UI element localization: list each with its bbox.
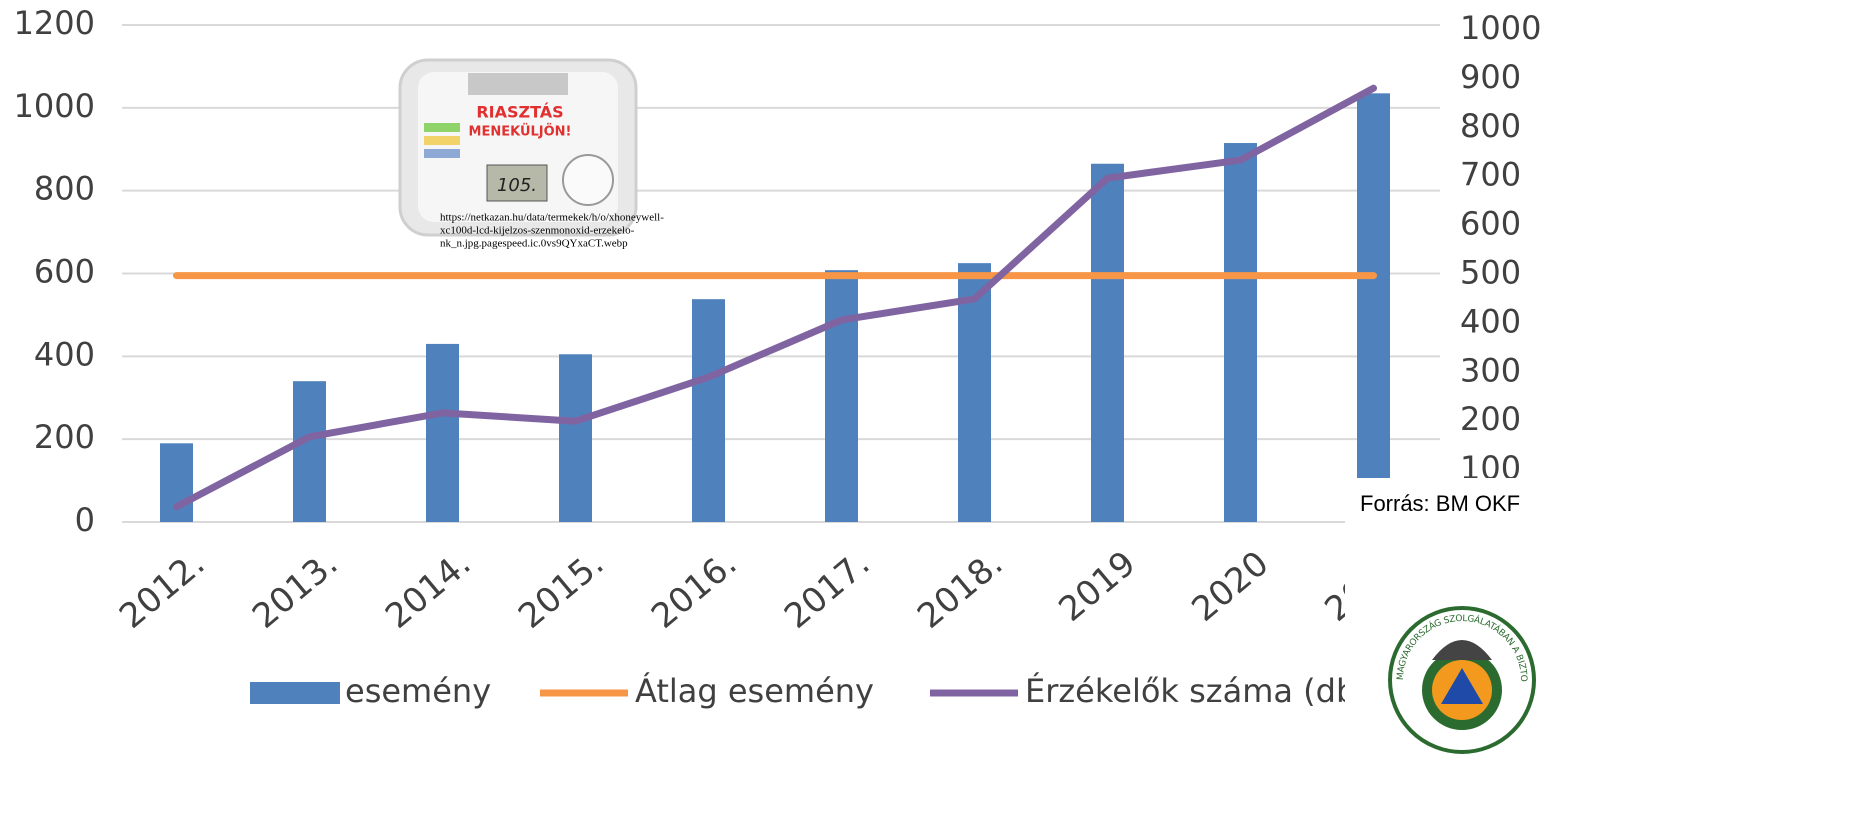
y-tick-label: 600 (34, 253, 95, 291)
bar (692, 299, 725, 522)
y2-tick-label: 400 (1460, 302, 1521, 340)
image-url: nk_n.jpg.pagespeed.ic.0vs9QYxaCT.webp (440, 238, 628, 250)
y2-tick-label: 1000 (1460, 9, 1541, 47)
y-tick-label: 1000 (14, 87, 95, 125)
detector-image: RIASZTÁS MENEKÜLJÖN! 105. https://netkazan.… (400, 60, 664, 250)
bar (293, 381, 326, 522)
x-tick-label: 2018. (910, 544, 1010, 637)
y2-tick-label: 800 (1460, 107, 1521, 145)
x-tick-label: 2020 (1184, 544, 1276, 630)
y2-tick-label: 300 (1460, 351, 1521, 389)
x-tick-label: 2017. (777, 544, 877, 637)
x-tick-label: 2019 (1051, 544, 1143, 630)
logo-text-path: MAGYARORSZÁG SZOLGÁLATÁBAN A BIZTONSÁGÉR… (0, 0, 1529, 682)
y-tick-label: 1200 (14, 4, 95, 42)
detector-button (563, 155, 613, 205)
x-tick-label: 2014. (378, 544, 478, 637)
chart: 0200400600800100012001002003004005006007… (0, 0, 1855, 838)
y2-tick-label: 200 (1460, 400, 1521, 438)
source-note: Forrás: BM OKF (1360, 491, 1520, 516)
logo-text: MAGYARORSZÁG SZOLGÁLATÁBAN A BIZTONSÁGÉR… (0, 0, 1529, 682)
y2-tick-label: 500 (1460, 254, 1521, 292)
y-tick-label: 800 (34, 170, 95, 208)
logo: MAGYARORSZÁG SZOLGÁLATÁBAN A BIZTONSÁGÉR… (0, 0, 1534, 752)
x-tick-label: 2012. (112, 544, 212, 637)
detector-indicator (424, 123, 460, 132)
bar (1357, 93, 1390, 522)
y2-tick-label: 900 (1460, 58, 1521, 96)
y2-tick-label: 700 (1460, 156, 1521, 194)
y-tick-label: 200 (34, 418, 95, 456)
bar (559, 354, 592, 522)
detector-display: 105. (497, 175, 537, 196)
image-url: xc100d-lcd-kijelzos-szenmonoxid-erzekelo… (440, 225, 635, 237)
detector-alarm: RIASZTÁS (476, 103, 563, 122)
image-url: https://netkazan.hu/data/termekek/h/o/xh… (440, 212, 664, 224)
y-tick-label: 400 (34, 335, 95, 373)
legend-label: Érzékelők száma (db) (1025, 672, 1369, 710)
bar (1091, 164, 1124, 522)
x-tick-label: 2015. (511, 544, 611, 637)
bar (825, 270, 858, 522)
bar (1224, 143, 1257, 522)
x-tick-label: 2013. (245, 544, 345, 637)
x-tick-label: 2016. (644, 544, 744, 637)
line-series (177, 88, 1374, 507)
detector-indicator (424, 136, 460, 145)
detector-label (468, 73, 568, 95)
detector-evacuate: MENEKÜLJÖN! (469, 124, 572, 140)
detector-indicator (424, 149, 460, 158)
y-tick-label: 0 (75, 501, 95, 539)
legend-label: Átlag esemény (635, 672, 874, 710)
legend-label: esemény (345, 672, 491, 710)
bar (426, 344, 459, 522)
legend-swatch (250, 682, 340, 704)
y2-tick-label: 600 (1460, 205, 1521, 243)
